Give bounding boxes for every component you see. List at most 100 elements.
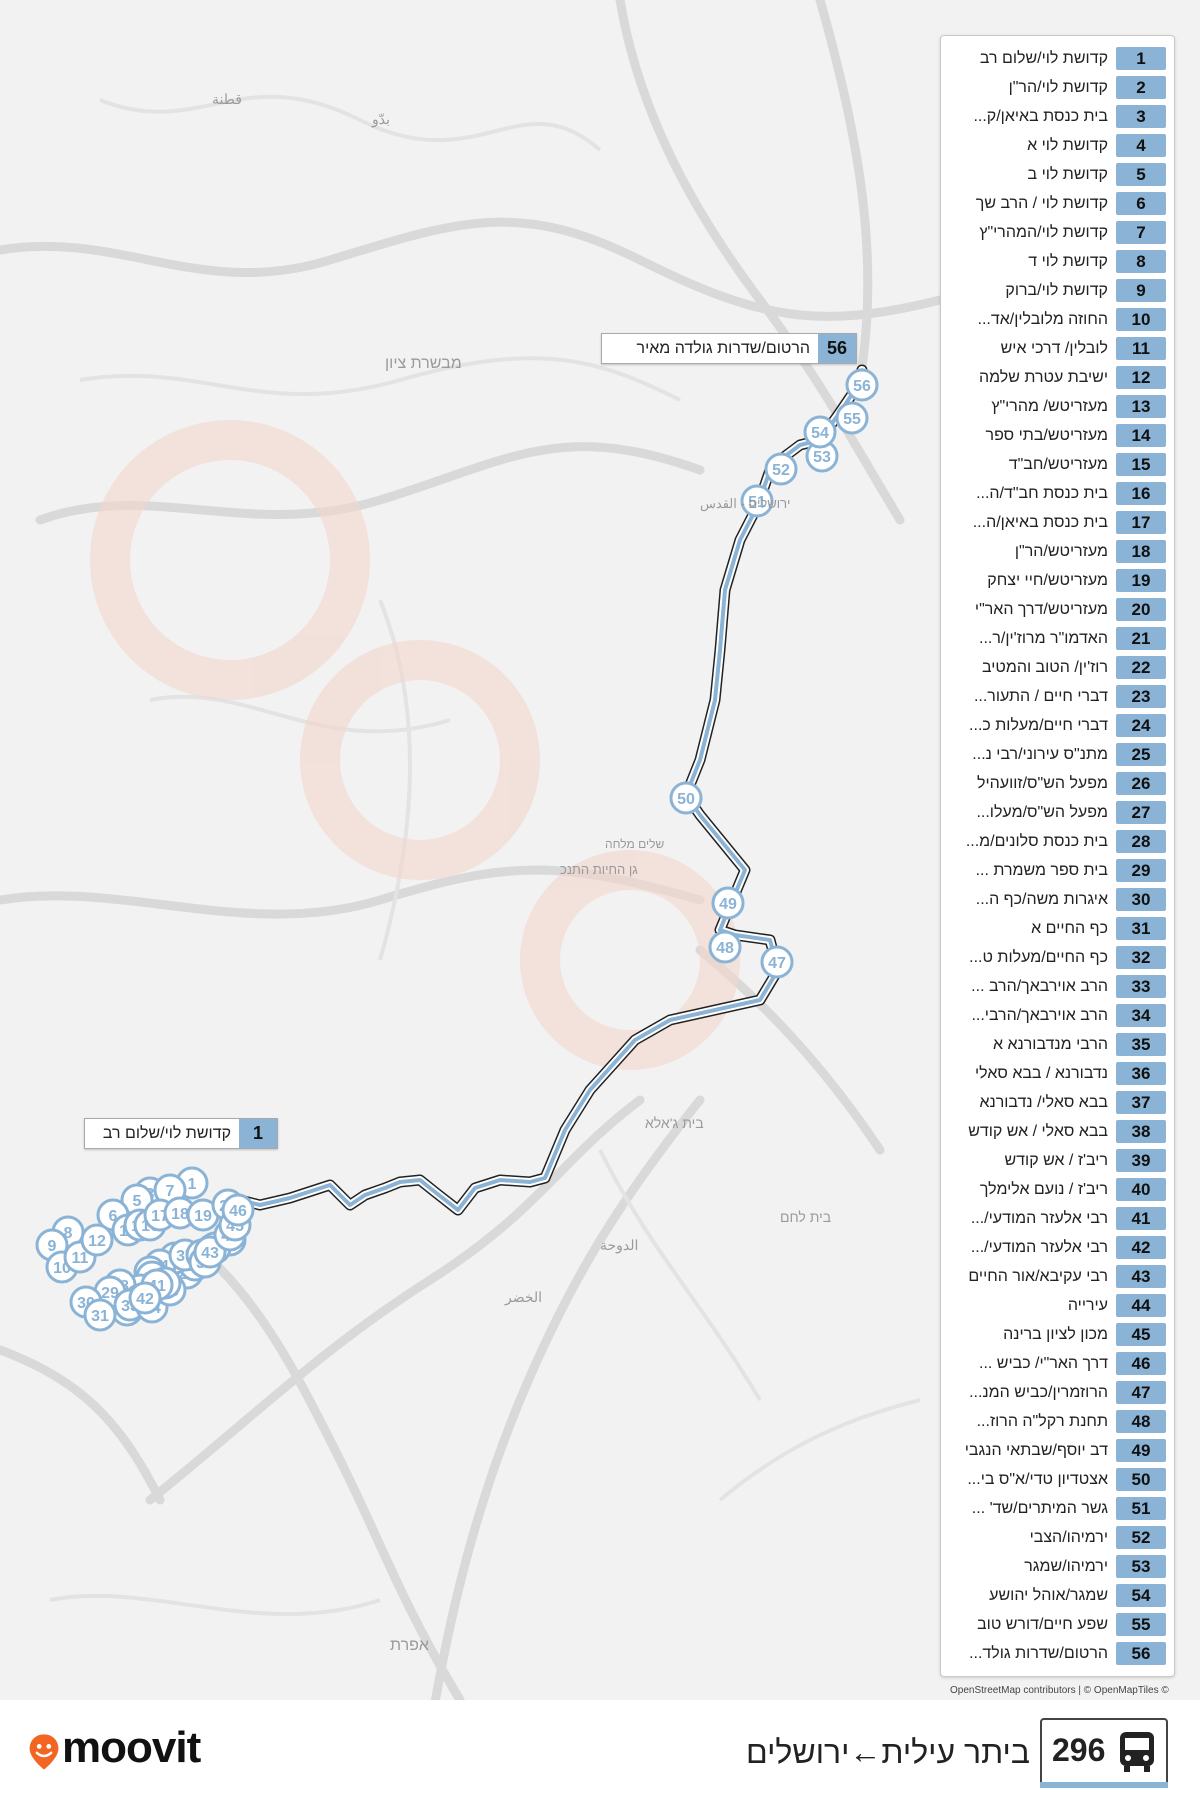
stop-list-item[interactable]: 29 בית ספר משמרת ...: [941, 856, 1174, 885]
stop-list-item[interactable]: 51 גשר המיתרים/שד' ...: [941, 1494, 1174, 1523]
stop-list-item[interactable]: 38 בבא סאלי / אש קודש: [941, 1117, 1174, 1146]
stop-list-item[interactable]: 11 לובלין/ דרכי איש: [941, 334, 1174, 363]
place-label: الدوحة: [600, 1237, 638, 1254]
stop-number: 8: [1116, 250, 1166, 273]
stop-marker-circle: [711, 886, 745, 920]
stop-list-item[interactable]: 53 ירמיהו/שמגר: [941, 1552, 1174, 1581]
stop-marker-label: 11: [72, 1250, 89, 1267]
stop-list-item[interactable]: 22 רוז'ין/ הטוב והמטיב: [941, 653, 1174, 682]
stops-list-panel[interactable]: 1 קדושת לוי/שלום רב 2 קדושת לוי/הר"ן 3 בית כנ…: [940, 35, 1175, 1677]
stop-list-item[interactable]: 4 קדושת לוי א: [941, 131, 1174, 160]
stop-list-item[interactable]: 56 הרטום/שדרות גולד...: [941, 1639, 1174, 1668]
stop-list-item[interactable]: 2 קדושת לוי/הר"ן: [941, 73, 1174, 102]
stop-list-item[interactable]: 44 עירייה: [941, 1291, 1174, 1320]
stop-list-item[interactable]: 52 ירמיהו/הצבי: [941, 1523, 1174, 1552]
stop-list-item[interactable]: 42 רבי אלעזר המודעי/...: [941, 1233, 1174, 1262]
stop-marker-label: 6: [109, 1208, 118, 1225]
stop-marker[interactable]: 54: [803, 415, 837, 449]
stop-list-item[interactable]: 19 מעזריטש/חיי יצחק: [941, 566, 1174, 595]
route-title: ביתר עילית←ירושלים: [746, 1734, 1030, 1770]
stop-list-item[interactable]: 20 מעזריטש/דרך האר"י: [941, 595, 1174, 624]
end-stop-callout[interactable]: 56 הרטום/שדרות גולדה מאיר: [601, 333, 857, 364]
stop-list-item[interactable]: 31 כף החיים א: [941, 914, 1174, 943]
stop-list-item[interactable]: 12 ישיבת עטרת שלמה: [941, 363, 1174, 392]
stop-number: 14: [1116, 424, 1166, 447]
stop-marker[interactable]: 19: [186, 1198, 220, 1232]
stop-marker-circle: [803, 415, 837, 449]
stop-list-item[interactable]: 37 בבא סאלי/ נדבורנא: [941, 1088, 1174, 1117]
stop-list-item[interactable]: 3 בית כנסת באיאן/ק...: [941, 102, 1174, 131]
stop-marker[interactable]: 52: [764, 452, 798, 486]
stop-list-item[interactable]: 35 הרבי מנדבורנא א: [941, 1030, 1174, 1059]
stop-list-item[interactable]: 47 הרוזמרין/כביש המנ...: [941, 1378, 1174, 1407]
stop-list-item[interactable]: 13 מעזריטש/ מהרי"ץ: [941, 392, 1174, 421]
stop-list-item[interactable]: 32 כף החיים/מעלות ט...: [941, 943, 1174, 972]
stop-number: 41: [1116, 1207, 1166, 1230]
stop-list-item[interactable]: 54 שמגר/אוהל יהושע: [941, 1581, 1174, 1610]
stop-marker[interactable]: 56: [845, 368, 879, 402]
stop-marker[interactable]: 10: [45, 1250, 79, 1284]
stop-list-item[interactable]: 5 קדושת לוי ב: [941, 160, 1174, 189]
map-attribution[interactable]: OpenStreetMap contributors | © OpenMapTi…: [950, 1685, 1169, 1696]
stop-name: נדבורנא / בבא סאלי: [975, 1065, 1108, 1082]
stop-list-item[interactable]: 7 קדושת לוי/המהרי"ץ: [941, 218, 1174, 247]
stop-marker[interactable]: 43: [193, 1235, 227, 1269]
stop-marker[interactable]: 51: [740, 484, 774, 518]
stop-marker-label: 46: [229, 1203, 247, 1220]
stop-list-item[interactable]: 15 מעזריטש/חב"ד: [941, 450, 1174, 479]
stop-list-item[interactable]: 36 נדבורנא / בבא סאלי: [941, 1059, 1174, 1088]
stop-marker-label: 50: [677, 791, 695, 808]
stop-marker[interactable]: 47: [760, 945, 794, 979]
stop-list-item[interactable]: 28 בית כנסת סלונים/מ...: [941, 827, 1174, 856]
stop-list-item[interactable]: 27 מפעל הש"ס/מעלו...: [941, 798, 1174, 827]
stop-marker[interactable]: 31: [83, 1298, 117, 1332]
stop-list-item[interactable]: 33 הרב אוירבאך/הרב ...: [941, 972, 1174, 1001]
stop-name: תחנת רקל"ה הרוז...: [976, 1413, 1108, 1430]
stop-number: 40: [1116, 1178, 1166, 1201]
route-badge[interactable]: 296: [1040, 1718, 1168, 1786]
stop-number: 33: [1116, 975, 1166, 998]
stop-list-item[interactable]: 48 תחנת רקל"ה הרוז...: [941, 1407, 1174, 1436]
stop-list-item[interactable]: 34 הרב אוירבאך/הרבי...: [941, 1001, 1174, 1030]
stop-list-item[interactable]: 40 ריב'ז / נועם אלימלך: [941, 1175, 1174, 1204]
stop-marker[interactable]: 42: [128, 1281, 162, 1315]
stop-name: ירמיהו/שמגר: [1024, 1558, 1108, 1575]
stop-list-item[interactable]: 39 ריב'ז / אש קודש: [941, 1146, 1174, 1175]
stop-list-item[interactable]: 6 קדושת לוי / הרב שך: [941, 189, 1174, 218]
stop-list-item[interactable]: 9 קדושת לוי/ברוק: [941, 276, 1174, 305]
start-stop-callout[interactable]: 1 קדושת לוי/שלום רב: [84, 1118, 278, 1149]
stop-list-item[interactable]: 46 דרך האר"י/ כביש ...: [941, 1349, 1174, 1378]
stop-marker[interactable]: 50: [669, 781, 703, 815]
stop-list-item[interactable]: 10 החוזה מלובלין/אד...: [941, 305, 1174, 334]
stop-list-item[interactable]: 50 אצטדיון טדי/א"ס בי...: [941, 1465, 1174, 1494]
stop-list-item[interactable]: 16 בית כנסת חב"ד/ה...: [941, 479, 1174, 508]
stop-list-item[interactable]: 17 בית כנסת באיאן/ה...: [941, 508, 1174, 537]
stop-list-item[interactable]: 30 איגרות משה/כף ה...: [941, 885, 1174, 914]
stop-number: 44: [1116, 1294, 1166, 1317]
stop-list-item[interactable]: 55 שפע חיים/דורש טוב: [941, 1610, 1174, 1639]
stop-name: קדושת לוי ד: [1028, 253, 1108, 270]
stop-list-item[interactable]: 43 רבי עקיבא/אור החיים: [941, 1262, 1174, 1291]
place-label: מבשרת ציון: [385, 355, 462, 372]
stop-marker[interactable]: 46: [221, 1193, 255, 1227]
stop-list-item[interactable]: 23 דברי חיים / התעור...: [941, 682, 1174, 711]
place-label: גן החיות התנכ: [560, 862, 638, 877]
stop-list-item[interactable]: 25 מתנ"ס עירוני/רבי נ...: [941, 740, 1174, 769]
stop-list-item[interactable]: 49 דב יוסף/שבתאי הנגבי: [941, 1436, 1174, 1465]
stop-list-item[interactable]: 14 מעזריטש/בתי ספר: [941, 421, 1174, 450]
stop-name: רבי עקיבא/אור החיים: [968, 1268, 1108, 1285]
stop-list-item[interactable]: 8 קדושת לוי ד: [941, 247, 1174, 276]
stop-list-item[interactable]: 18 מעזריטש/הר"ן: [941, 537, 1174, 566]
stop-marker[interactable]: 48: [708, 930, 742, 964]
stop-list-item[interactable]: 41 רבי אלעזר המודעי/...: [941, 1204, 1174, 1233]
stop-list-item[interactable]: 1 קדושת לוי/שלום רב: [941, 44, 1174, 73]
stop-marker[interactable]: 12: [80, 1223, 114, 1257]
stop-list-item[interactable]: 26 מפעל הש"ס/זוועהיל: [941, 769, 1174, 798]
stop-list-item[interactable]: 45 מכון לציון ברינה: [941, 1320, 1174, 1349]
stop-list-item[interactable]: 21 האדמו"ר מרוז'ין/ר...: [941, 624, 1174, 653]
stop-name: קדושת לוי/ברוק: [1005, 282, 1108, 299]
stop-marker-circle: [740, 484, 774, 518]
stop-marker[interactable]: 55: [835, 401, 869, 435]
stop-marker[interactable]: 49: [711, 886, 745, 920]
stop-list-item[interactable]: 24 דברי חיים/מעלות כ...: [941, 711, 1174, 740]
